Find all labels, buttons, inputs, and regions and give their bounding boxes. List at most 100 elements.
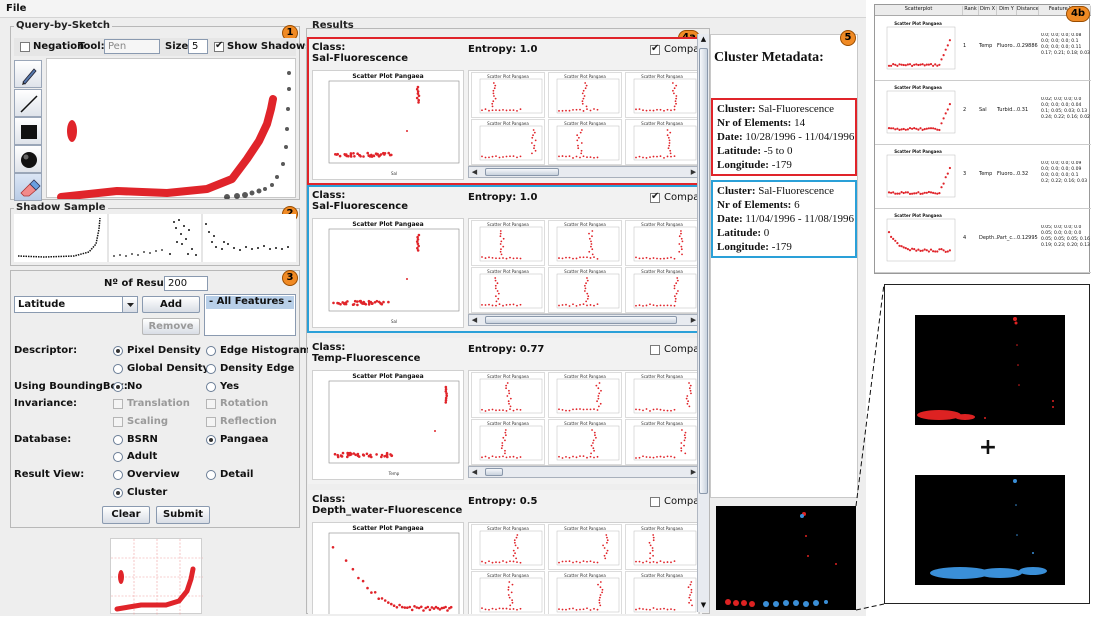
main-scatter-plot[interactable]: Scatter Plot Pangaea Sal <box>312 218 464 328</box>
thumbnail-strip[interactable]: Scatter Plot Pangaea Scatter Plot Pangaea… <box>468 522 700 614</box>
thumbnail-plot[interactable]: Scatter Plot Pangaea <box>548 419 622 465</box>
submit-button[interactable]: Submit <box>156 506 210 524</box>
tool-field[interactable]: Pen <box>104 39 160 54</box>
thumbnail-plot[interactable]: Scatter Plot Pangaea <box>548 72 622 118</box>
main-scatter-plot[interactable]: Scatter Plot Pangaea Temp <box>312 370 464 480</box>
bsrn-radio[interactable] <box>113 435 123 445</box>
thumbnail-plot[interactable]: Scatter Plot Pangaea <box>471 267 545 313</box>
pixel-density-radio[interactable] <box>113 346 123 356</box>
negation-checkbox[interactable] <box>20 42 30 52</box>
scroll-right-arrow-icon[interactable]: ▶ <box>690 316 697 324</box>
clear-button[interactable]: Clear <box>102 506 150 524</box>
thumbnail-plot[interactable]: Scatter Plot Pangaea <box>471 119 545 165</box>
thumbnail-scroll-knob[interactable] <box>485 468 503 476</box>
table-row[interactable]: Scatter Plot Pangaea 2 Sal Turbid... 0.31 0.0… <box>875 81 1091 145</box>
thumbnail-plot[interactable]: Scatter Plot Pangaea <box>625 571 699 614</box>
density-edge-radio[interactable] <box>206 364 216 374</box>
result-card[interactable]: Class: Temp-Fluorescence Entropy: 0.77 Comp… <box>308 338 702 484</box>
scroll-thumb[interactable] <box>699 48 708 494</box>
reflection-checkbox[interactable] <box>206 417 216 427</box>
file-menu[interactable]: File <box>6 3 27 14</box>
thumbnail-scrollbar[interactable]: ◀ ▶ <box>468 314 700 326</box>
table-header-cell[interactable]: Scatterplot <box>875 6 963 15</box>
thumbnail-plot[interactable]: Scatter Plot Pangaea <box>471 419 545 465</box>
scroll-left-arrow-icon[interactable]: ◀ <box>471 468 478 476</box>
global-density-radio[interactable] <box>113 364 123 374</box>
size-field[interactable]: 5 <box>188 39 208 54</box>
thumbnail-plot[interactable]: Scatter Plot Pangaea <box>625 524 699 570</box>
pen-tool-button[interactable] <box>14 60 42 88</box>
table-header-cell[interactable]: Feature Ve... <box>1039 6 1091 15</box>
thumbnail-plot[interactable]: Scatter Plot Pangaea <box>471 524 545 570</box>
table-header-cell[interactable]: Dim Y <box>997 6 1017 15</box>
feature-select[interactable]: Latitude <box>14 296 138 313</box>
rotation-checkbox[interactable] <box>206 399 216 409</box>
table-header-cell[interactable]: Dim X <box>979 6 997 15</box>
table-header-cell[interactable]: Distance <box>1017 6 1039 15</box>
thumbnail-plot[interactable]: Scatter Plot Pangaea <box>471 220 545 266</box>
scroll-left-arrow-icon[interactable]: ◀ <box>471 316 478 324</box>
thumbnail-plot[interactable]: Scatter Plot Pangaea <box>625 419 699 465</box>
thumbnail-scrollbar[interactable]: ◀ ▶ <box>468 466 700 478</box>
results-scrollbar[interactable]: ▲ ▼ <box>697 34 709 612</box>
thumbnail-strip[interactable]: Scatter Plot Pangaea Scatter Plot Pangaea… <box>468 70 700 166</box>
main-scatter-plot[interactable]: Scatter Plot Pangaea Sal <box>312 70 464 180</box>
compare-checkbox[interactable] <box>650 191 660 203</box>
compare-checkbox[interactable] <box>650 497 660 507</box>
thumbnail-strip[interactable]: Scatter Plot Pangaea Scatter Plot Pangaea… <box>468 370 700 466</box>
bbox-no-radio[interactable] <box>113 382 123 392</box>
feature-list-item[interactable]: - All Features - <box>206 296 294 309</box>
scroll-up-arrow-icon[interactable]: ▲ <box>700 35 707 43</box>
scroll-right-arrow-icon[interactable]: ▶ <box>690 168 697 176</box>
thumbnail-plot[interactable]: Scatter Plot Pangaea <box>548 267 622 313</box>
table-row[interactable]: Scatter Plot Pangaea 1 Temp Fluoro... 0.2988… <box>875 17 1091 81</box>
translation-checkbox[interactable] <box>113 399 123 409</box>
thumbnail-scroll-knob[interactable] <box>485 316 677 324</box>
compare-checkbox[interactable] <box>650 345 660 355</box>
overview-radio[interactable] <box>113 470 123 480</box>
detail-radio[interactable] <box>206 470 216 480</box>
result-card[interactable]: Class:Sal-Fluorescence Entropy: 1.0 Compar… <box>307 185 703 333</box>
show-shadows-checkbox[interactable] <box>214 40 224 52</box>
chevron-down-icon[interactable] <box>122 297 137 312</box>
main-scatter-plot[interactable]: Scatter Plot PangaeaDepth, water <box>312 522 464 614</box>
thumbnail-plot[interactable]: Scatter Plot Pangaea <box>548 372 622 418</box>
table-row[interactable]: Scatter Plot Pangaea 4 Depth... Part_c... 0.… <box>875 209 1091 273</box>
thumbnail-plot[interactable]: Scatter Plot Pangaea <box>471 72 545 118</box>
line-tool-button[interactable] <box>14 89 42 117</box>
thumbnail-plot[interactable]: Scatter Plot Pangaea <box>548 571 622 614</box>
num-results-field[interactable]: 200 <box>164 276 208 291</box>
cluster-radio[interactable] <box>113 488 123 498</box>
thumbnail-plot[interactable]: Scatter Plot Pangaea <box>548 119 622 165</box>
scaling-checkbox[interactable] <box>113 417 123 427</box>
compare-checkbox[interactable] <box>650 43 660 55</box>
thumbnail-strip[interactable]: Scatter Plot Pangaea Scatter Plot Pangaea… <box>468 218 700 314</box>
pangaea-radio[interactable] <box>206 435 216 445</box>
add-button[interactable]: Add <box>142 296 200 313</box>
circle-tool-button[interactable] <box>14 145 42 173</box>
scroll-down-arrow-icon[interactable]: ▼ <box>700 601 707 609</box>
thumbnail-plot[interactable]: Scatter Plot Pangaea <box>471 571 545 614</box>
feature-list[interactable]: - All Features - <box>204 294 296 336</box>
scroll-right-arrow-icon[interactable]: ▶ <box>690 468 697 476</box>
remove-button[interactable]: Remove <box>142 318 200 335</box>
thumbnail-plot[interactable]: Scatter Plot Pangaea <box>548 524 622 570</box>
thumbnail-scrollbar[interactable]: ◀ ▶ <box>468 166 700 178</box>
edge-histogram-radio[interactable] <box>206 346 216 356</box>
thumbnail-plot[interactable]: Scatter Plot Pangaea <box>625 372 699 418</box>
thumbnail-scroll-knob[interactable] <box>485 168 559 176</box>
rectangle-tool-button[interactable] <box>14 117 42 145</box>
scroll-left-arrow-icon[interactable]: ◀ <box>471 168 478 176</box>
result-card[interactable]: Class:Sal-Fluorescence Entropy: 1.0 Compar… <box>307 37 703 185</box>
result-card[interactable]: Class: Depth_water-Fluorescence Entropy: 0… <box>308 490 702 614</box>
thumbnail-plot[interactable]: Scatter Plot Pangaea <box>625 267 699 313</box>
thumbnail-plot[interactable]: Scatter Plot Pangaea <box>548 220 622 266</box>
table-header-cell[interactable]: Rank <box>963 6 979 15</box>
adult-radio[interactable] <box>113 452 123 462</box>
eraser-tool-button[interactable] <box>14 173 42 201</box>
bbox-yes-radio[interactable] <box>206 382 216 392</box>
sketch-canvas[interactable] <box>46 58 296 201</box>
thumbnail-plot[interactable]: Scatter Plot Pangaea <box>625 220 699 266</box>
table-row[interactable]: Scatter Plot Pangaea 3 Temp Fluoro... 0.32 0.… <box>875 145 1091 209</box>
thumbnail-plot[interactable]: Scatter Plot Pangaea <box>471 372 545 418</box>
